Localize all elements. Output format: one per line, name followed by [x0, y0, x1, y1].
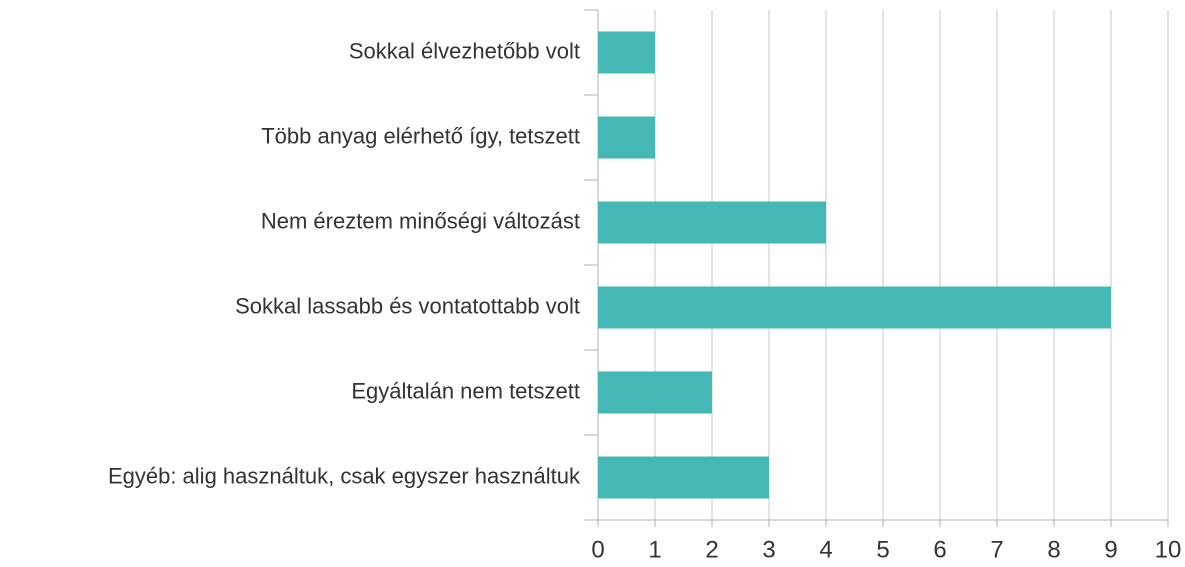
x-tick-label: 0	[591, 536, 604, 563]
bar	[598, 456, 769, 499]
x-tick-label: 9	[1104, 536, 1117, 563]
x-tick-label: 1	[648, 536, 661, 563]
x-tick-label: 3	[762, 536, 775, 563]
x-tick-label: 7	[990, 536, 1003, 563]
x-tick-label: 6	[933, 536, 946, 563]
bar	[598, 286, 1111, 329]
bar	[598, 371, 712, 414]
x-tick-label: 5	[876, 536, 889, 563]
y-tick-label: Több anyag elérhető így, tetszett	[261, 123, 580, 148]
y-tick-label: Nem éreztem minőségi változást	[261, 208, 580, 233]
x-tick-label: 2	[705, 536, 718, 563]
y-tick-label: Egyéb: alig használtuk, csak egyszer has…	[108, 463, 581, 488]
x-tick-label: 10	[1155, 536, 1182, 563]
y-tick-label: Sokkal élvezhetőbb volt	[349, 38, 580, 63]
bar	[598, 31, 655, 74]
bar	[598, 116, 655, 159]
bar	[598, 201, 826, 244]
x-tick-label: 8	[1047, 536, 1060, 563]
y-tick-label: Sokkal lassabb és vontatottabb volt	[235, 293, 580, 318]
x-tick-label: 4	[819, 536, 832, 563]
y-tick-label: Egyáltalán nem tetszett	[351, 378, 580, 403]
